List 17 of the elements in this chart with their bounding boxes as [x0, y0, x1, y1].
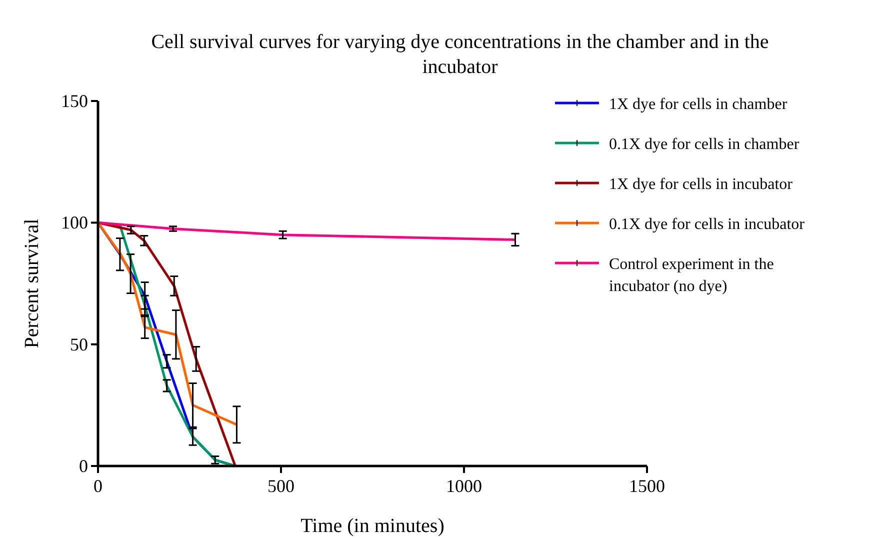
x-tick-label: 1000 [446, 476, 482, 496]
x-tick-label: 0 [94, 476, 102, 496]
legend-label: 0.1X dye for cells in incubator [609, 216, 806, 233]
legend-label: Control experiment in the incubator (no dye) [609, 256, 774, 295]
y-tick-label: 100 [61, 212, 88, 233]
y-tick-label: 50 [70, 334, 88, 354]
legend-label: 0.1X dye for cells in chamber [609, 136, 800, 153]
x-axis-title: Time (in minutes) [300, 515, 444, 537]
x-tick-label: 500 [268, 476, 294, 496]
line-series [96, 221, 238, 426]
y-axis-title: Percent survival [21, 218, 43, 348]
x-tick-label: 1500 [629, 476, 665, 496]
y-tick-label: 150 [61, 91, 88, 111]
legend-label: 1X dye for cells in chamber [609, 96, 788, 113]
y-tick-label: 0 [79, 456, 88, 476]
chart-title: Cell survival curves for varying dye concentrations in the chamber and in the incubator [151, 31, 769, 78]
legend-label: 1X dye for cells in incubator [609, 176, 794, 193]
